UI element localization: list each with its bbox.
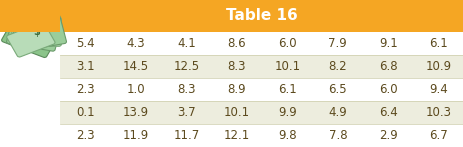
Text: 13.9: 13.9 (123, 106, 149, 119)
Text: 2.3: 2.3 (76, 83, 94, 96)
Text: 5.4: 5.4 (76, 37, 94, 50)
Text: Table 16: Table 16 (226, 8, 297, 23)
Text: 12.1: 12.1 (223, 129, 250, 142)
Text: 3.7: 3.7 (177, 106, 195, 119)
FancyBboxPatch shape (6, 22, 55, 57)
FancyBboxPatch shape (12, 17, 61, 46)
Bar (60, 124, 463, 147)
Text: 9.8: 9.8 (277, 129, 296, 142)
Text: 10.9: 10.9 (425, 60, 451, 73)
Text: 2.9: 2.9 (378, 129, 397, 142)
Text: 4.3: 4.3 (126, 37, 145, 50)
Text: 8.2: 8.2 (328, 60, 346, 73)
Bar (60, 78, 463, 101)
Text: 6.5: 6.5 (328, 83, 346, 96)
Text: 8.9: 8.9 (227, 83, 246, 96)
Text: 10.1: 10.1 (223, 106, 250, 119)
Text: 10.3: 10.3 (425, 106, 451, 119)
Text: 9.4: 9.4 (428, 83, 447, 96)
FancyBboxPatch shape (1, 15, 60, 57)
Bar (60, 0, 463, 32)
Text: 4.1: 4.1 (177, 37, 195, 50)
Text: 14.5: 14.5 (123, 60, 149, 73)
Text: 6.0: 6.0 (277, 37, 296, 50)
Bar (60, 32, 463, 55)
Bar (60, 101, 463, 124)
Text: 1.0: 1.0 (126, 83, 145, 96)
Text: 9.1: 9.1 (378, 37, 397, 50)
Text: 11.9: 11.9 (123, 129, 149, 142)
Text: 6.8: 6.8 (378, 60, 397, 73)
Text: 2.3: 2.3 (76, 129, 94, 142)
Text: 12.5: 12.5 (173, 60, 199, 73)
Text: 8.3: 8.3 (227, 60, 246, 73)
Text: 6.7: 6.7 (428, 129, 447, 142)
Text: 8.6: 8.6 (227, 37, 246, 50)
Text: 11.7: 11.7 (173, 129, 199, 142)
Bar (60, 55, 463, 78)
FancyBboxPatch shape (12, 15, 66, 51)
Text: 9.9: 9.9 (277, 106, 296, 119)
Text: $: $ (33, 27, 40, 37)
FancyBboxPatch shape (6, 15, 62, 51)
Text: 3.1: 3.1 (76, 60, 94, 73)
Text: 7.9: 7.9 (328, 37, 346, 50)
Text: 4.9: 4.9 (328, 106, 346, 119)
Text: 6.4: 6.4 (378, 106, 397, 119)
Text: 0.1: 0.1 (76, 106, 94, 119)
Text: 6.1: 6.1 (277, 83, 296, 96)
Text: 6.1: 6.1 (428, 37, 447, 50)
Text: 6.0: 6.0 (378, 83, 397, 96)
Text: 7.8: 7.8 (328, 129, 346, 142)
Text: 8.3: 8.3 (177, 83, 195, 96)
Text: 10.1: 10.1 (274, 60, 300, 73)
